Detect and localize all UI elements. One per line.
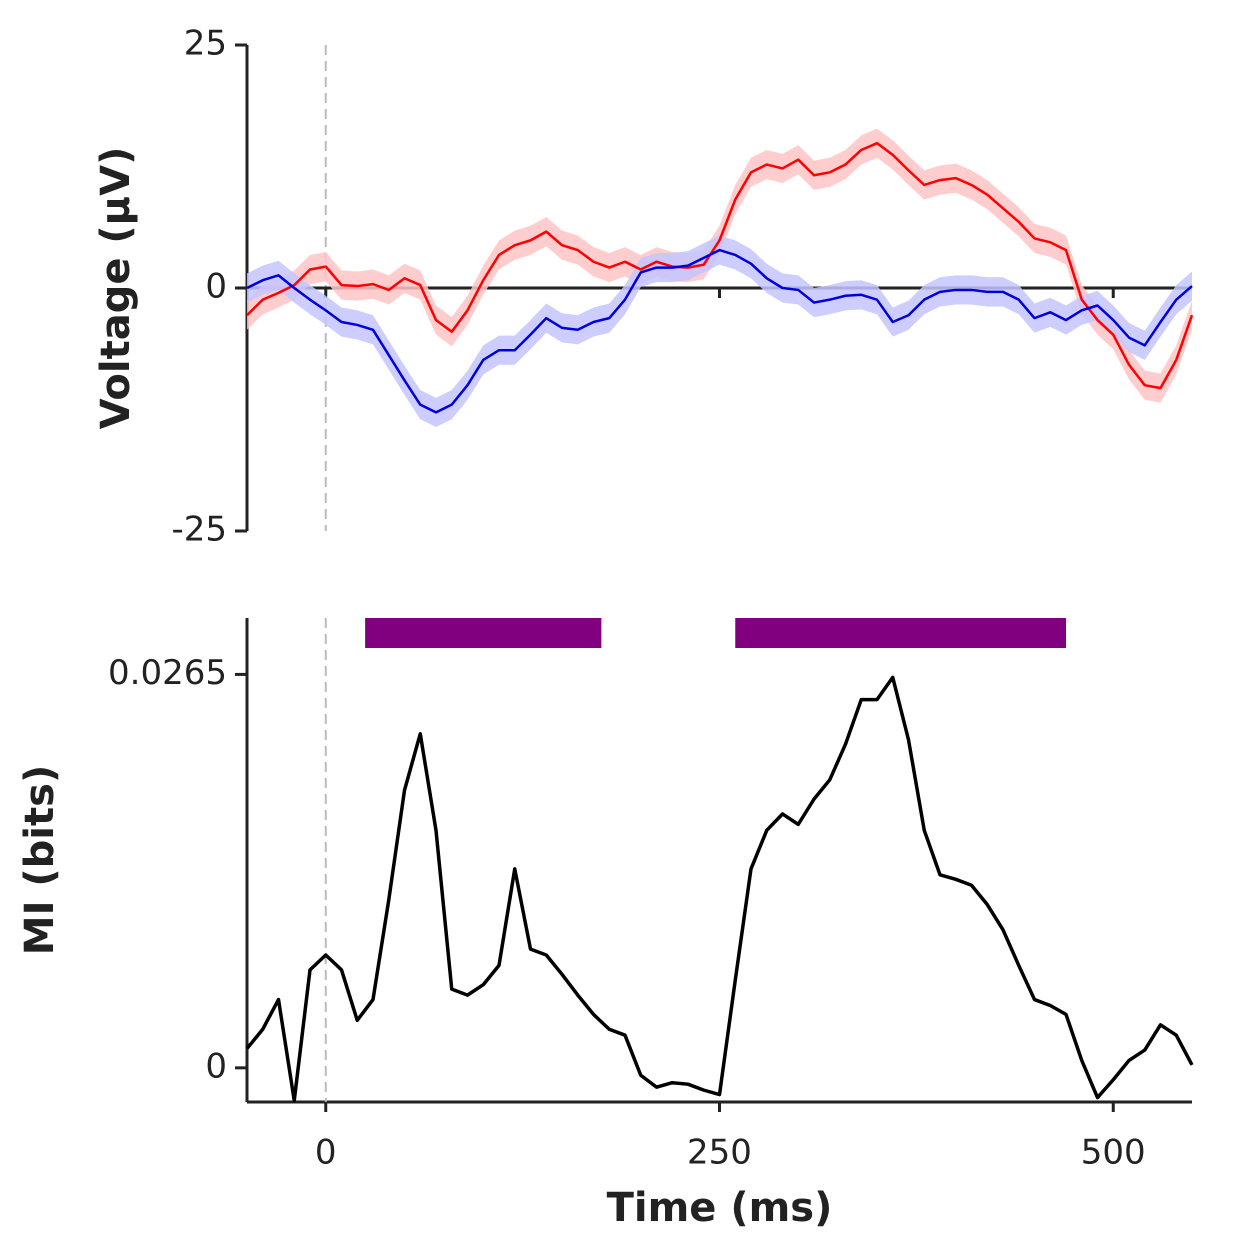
line (245, 675, 1194, 1103)
x-axis-label: Time (ms) (607, 1185, 833, 1231)
y-tick-label: 25 (184, 24, 227, 64)
y-axis-label: MI (bits) (17, 765, 63, 955)
x-tick-label: 500 (1081, 1133, 1146, 1173)
significance-bar (735, 618, 1066, 648)
y-tick-label: 0 (205, 267, 227, 307)
significance-bar (365, 618, 602, 648)
line (246, 141, 1194, 390)
y-axis-label: Voltage (μV) (93, 147, 139, 430)
x-tick-label: 0 (315, 1133, 337, 1173)
y-tick-label: 0.0265 (108, 653, 227, 693)
y-tick-label: -25 (171, 510, 227, 550)
error-band (247, 235, 1192, 427)
line (246, 248, 1193, 414)
y-tick-label: 0 (205, 1046, 227, 1086)
x-tick-label: 250 (687, 1133, 752, 1173)
